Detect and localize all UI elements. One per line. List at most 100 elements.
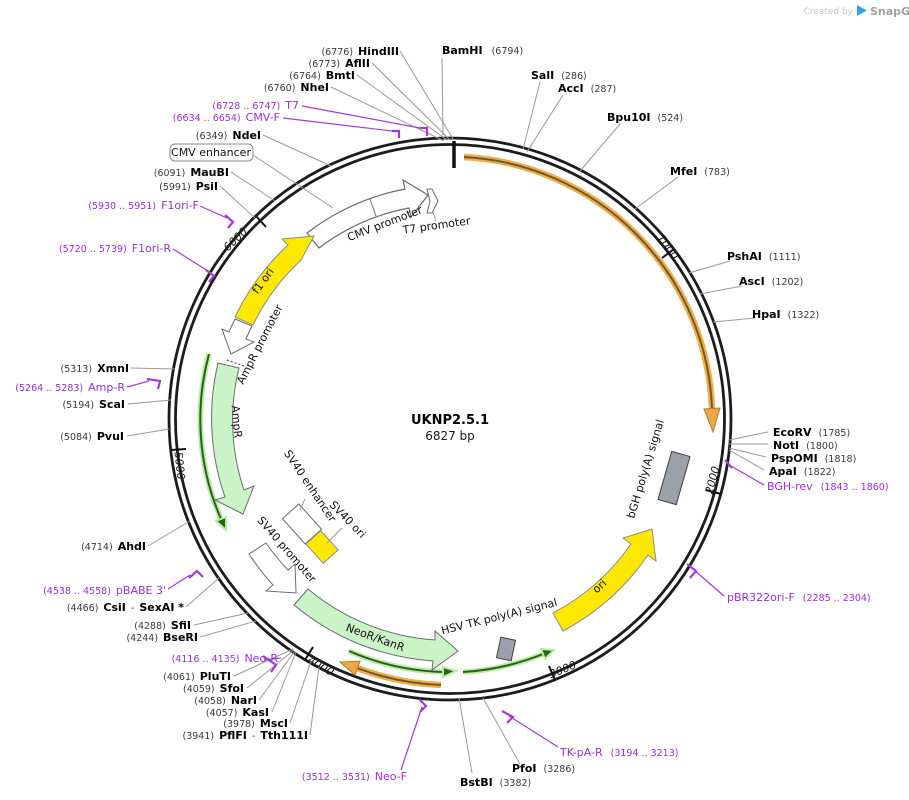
sv40-ori-pointer bbox=[326, 527, 343, 544]
primer-callouts bbox=[126, 105, 765, 771]
orange-region-arrows bbox=[338, 153, 721, 689]
callout-line-csii bbox=[185, 577, 220, 608]
enzyme-label-pluti: (4061) PluTI bbox=[163, 670, 231, 683]
callout-line-sali bbox=[522, 81, 541, 150]
enzyme-label-sali: SalI (286) bbox=[531, 69, 587, 82]
tick-1000 bbox=[661, 248, 675, 259]
tick-6000 bbox=[255, 215, 267, 228]
enzyme-label-kasi: (4057) KasI bbox=[206, 706, 269, 719]
primer-label-f1orir: (5720 .. 5739) F1ori-R bbox=[59, 242, 171, 255]
primer-mark-cmvf bbox=[392, 129, 401, 138]
tk-orf-head bbox=[539, 647, 557, 661]
primer-line-pbr322orif bbox=[693, 569, 725, 597]
callout-line-nhei bbox=[330, 86, 445, 142]
callout-line-pspomi bbox=[728, 447, 767, 458]
features bbox=[211, 178, 691, 672]
enzyme-label-nari: (4058) NarI bbox=[194, 694, 257, 707]
primer-label-pbr322orif: pBR322ori-F (2285 .. 2304) bbox=[727, 591, 871, 604]
enzyme-label-sfoi: (4059) SfoI bbox=[183, 682, 244, 695]
watermark-created-by: Created by bbox=[803, 7, 853, 17]
tick-4000 bbox=[304, 646, 314, 661]
primer-label-neof: (3512 .. 3531) Neo-F bbox=[302, 770, 407, 783]
enzyme-label-ahdi: (4714) AhdI bbox=[81, 540, 146, 553]
enzyme-labels: (6776) HindIII (6773) AflII (6764) BmtI (67… bbox=[60, 44, 856, 789]
primer-mark-tkpar bbox=[501, 710, 515, 724]
enzyme-label-acci: AccI (287) bbox=[558, 82, 616, 95]
primer-line-t7 bbox=[301, 105, 421, 129]
enzyme-label-mfei: MfeI (783) bbox=[670, 165, 730, 178]
callout-line-acci bbox=[526, 94, 564, 153]
neor-orf-arrow bbox=[348, 650, 444, 673]
enzyme-label-bmti: (6764) BmtI bbox=[289, 69, 355, 82]
callout-line-maubi bbox=[230, 171, 276, 202]
ori-arrow bbox=[552, 528, 657, 632]
enzyme-label-ndei: (6349) NdeI bbox=[196, 129, 261, 142]
enzyme-label-hpai: HpaI (1322) bbox=[752, 308, 819, 321]
neor-orf-head bbox=[442, 665, 459, 679]
ampr-orf-head bbox=[214, 515, 227, 533]
callout-line-ahdi bbox=[147, 520, 191, 547]
primer-line-bghrev bbox=[730, 465, 765, 486]
callout-line-pluti bbox=[233, 648, 294, 677]
primer-label-ampr: (5264 .. 5283) Amp-R bbox=[15, 381, 125, 394]
enzyme-label-noti: NotI (1800) bbox=[773, 439, 838, 452]
callout-line-ecorv bbox=[728, 431, 769, 441]
primer-label-f1orif: (5930 .. 5951) F1ori-F bbox=[88, 199, 199, 212]
ampr-label: AmpR bbox=[229, 405, 245, 439]
enzyme-label-pvui: (5084) PvuI bbox=[60, 430, 124, 443]
callout-line-sfii bbox=[193, 612, 249, 626]
hsv-tk-polya-box bbox=[495, 636, 517, 662]
backbone bbox=[167, 136, 733, 702]
enzyme-label-bpu10i: Bpu10I (524) bbox=[607, 111, 683, 124]
callout-line-sfoi bbox=[246, 649, 295, 689]
primer-mark-ampr bbox=[146, 377, 162, 390]
plasmid-size: 6827 bp bbox=[425, 429, 475, 443]
enzyme-label-csii: (4466) CsiI - SexAI * bbox=[67, 601, 184, 614]
primer-line-ampr bbox=[126, 380, 150, 388]
primer-line-f1orif bbox=[199, 205, 228, 219]
primer-mark-pbr322orif bbox=[686, 563, 698, 579]
tick-5000 bbox=[170, 448, 187, 451]
callout-line-bpu10i bbox=[579, 123, 621, 172]
callout-line-mfei bbox=[634, 176, 679, 210]
enzyme-label-bseri: (4244) BseRI bbox=[126, 631, 198, 644]
callout-line-apai bbox=[728, 449, 765, 471]
primer-mark-t7 bbox=[420, 126, 429, 136]
backbone-outer-ring bbox=[167, 136, 733, 702]
enzyme-label-sfii: (4288) SfiI bbox=[134, 619, 191, 632]
plasmid-title: UKNP2.5.1 6827 bp bbox=[411, 413, 489, 443]
callout-line-asci bbox=[699, 285, 743, 295]
primer-line-pbabe3 bbox=[167, 574, 191, 590]
callout-line-pvui bbox=[126, 428, 170, 437]
cmv-enhancer-label-box bbox=[169, 143, 254, 162]
callout-line-bmti bbox=[356, 74, 448, 141]
ampr-orf-arrow bbox=[199, 353, 222, 520]
enzyme-label-asci: AscI (1202) bbox=[739, 275, 803, 288]
enzyme-label-pspomi: PspOMI (1818) bbox=[771, 452, 856, 465]
enzyme-label-bamhi: BamHI (6794) bbox=[442, 44, 523, 57]
primer-label-tkpar: TK-pA-R (3194 .. 3213) bbox=[559, 746, 678, 759]
ampr-signal-divider bbox=[226, 359, 245, 367]
enzyme-label-nhei: (6760) NheI bbox=[264, 81, 329, 94]
hsv-tk-polya-label: HSV TK poly(A) signal bbox=[440, 596, 559, 637]
callout-line-nari bbox=[258, 650, 296, 701]
plasmid-name: UKNP2.5.1 bbox=[411, 413, 489, 428]
enzyme-label-bstbi: BstBI (3382) bbox=[460, 776, 531, 789]
tick-label-2000: 2000 bbox=[703, 465, 723, 495]
primer-line-cmvf bbox=[282, 117, 393, 132]
primer-line-neof bbox=[400, 706, 423, 771]
callout-line-hpai bbox=[712, 317, 756, 323]
primer-mark-neof bbox=[418, 698, 428, 713]
callout-line-bamhi bbox=[441, 57, 444, 136]
bgh-polya-box bbox=[657, 450, 691, 506]
cmv-enhancer-pointer bbox=[252, 154, 334, 209]
callout-line-pflfi bbox=[309, 666, 320, 736]
primer-mark-f1orir bbox=[205, 269, 216, 283]
primer-mark-neor bbox=[262, 655, 278, 673]
callout-line-scai bbox=[127, 399, 172, 405]
callout-line-ndei bbox=[262, 134, 332, 167]
primer-line-tkpar bbox=[508, 715, 559, 748]
tick-3000 bbox=[548, 665, 556, 681]
primer-label-pbabe3: (4538 .. 4558) pBABE 3' bbox=[43, 584, 166, 597]
